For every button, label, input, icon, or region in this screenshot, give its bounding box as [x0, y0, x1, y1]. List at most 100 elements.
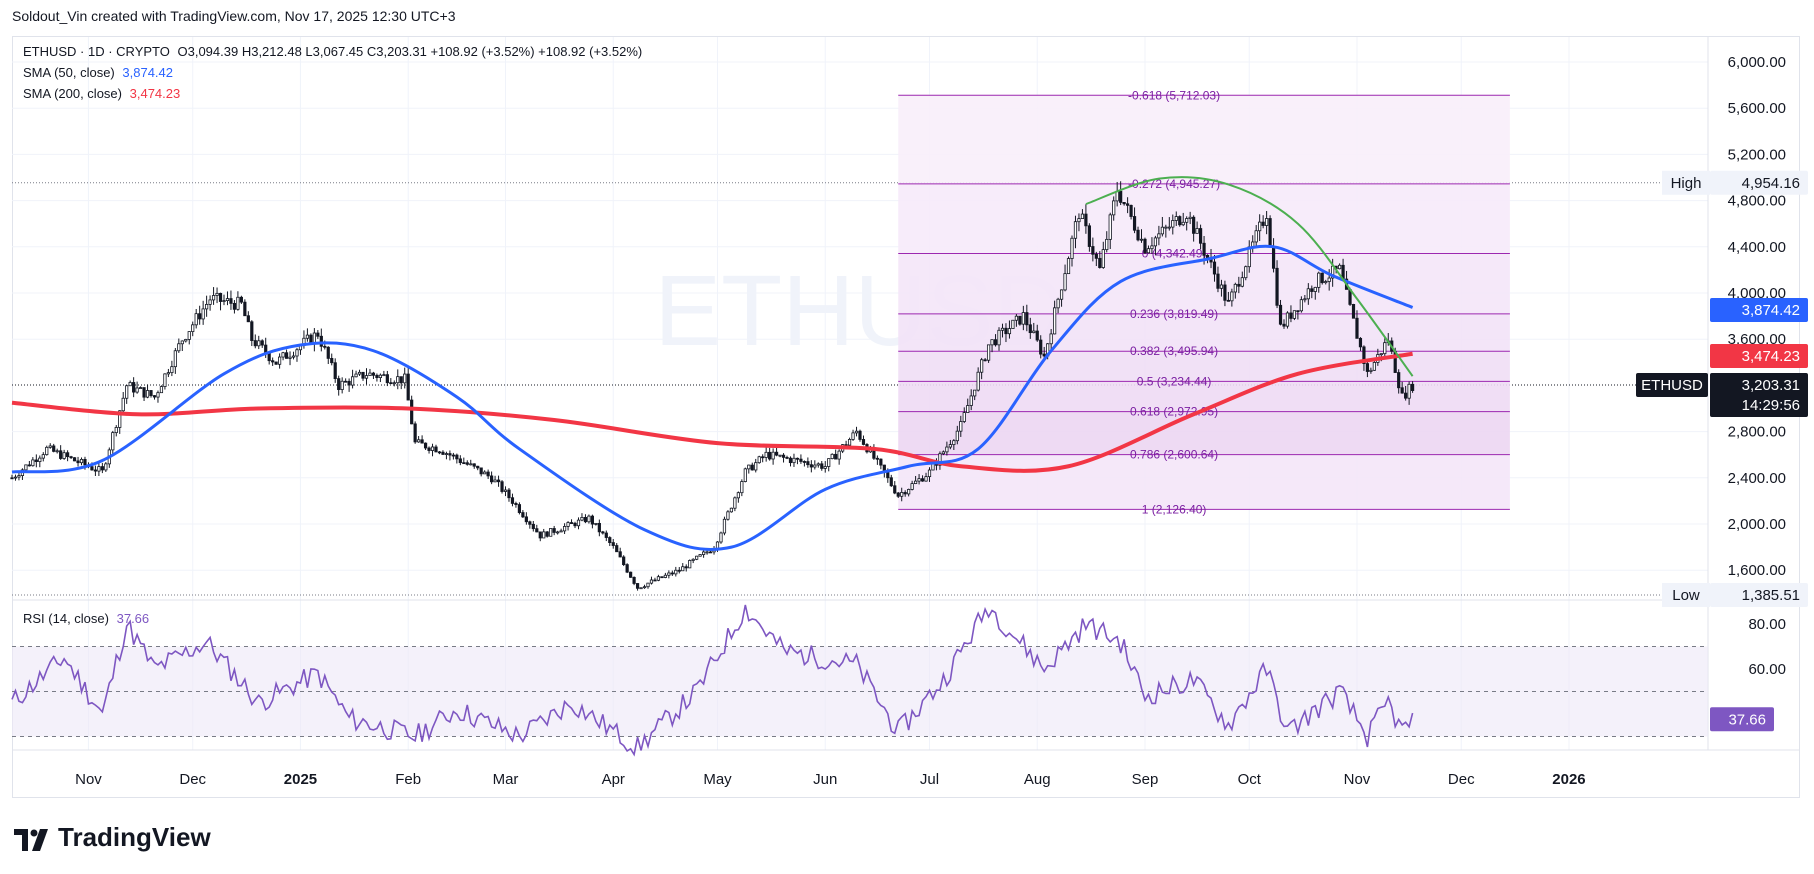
candle-body: [757, 456, 761, 464]
candle: [1185, 216, 1189, 231]
candle: [1105, 231, 1109, 253]
candle-body: [1153, 237, 1158, 247]
rsi-line: [11, 604, 1414, 757]
candle: [688, 559, 692, 569]
price-tick-label: 1,600.00: [1728, 562, 1786, 579]
candle-body: [597, 522, 601, 533]
candle-body: [319, 335, 323, 347]
candle: [736, 491, 740, 503]
tradingview-logo[interactable]: TradingView: [14, 822, 211, 853]
candle: [357, 369, 362, 376]
candle: [625, 563, 629, 574]
candle: [1268, 215, 1272, 248]
candle: [469, 459, 473, 466]
candle: [257, 335, 261, 350]
candle-body: [952, 440, 956, 446]
candle: [917, 474, 921, 485]
candle: [514, 501, 518, 508]
candle: [184, 338, 188, 343]
candle-body: [218, 292, 223, 302]
candle: [1313, 286, 1317, 300]
candle: [177, 338, 181, 353]
candle: [566, 521, 570, 531]
candle-body: [267, 353, 271, 362]
price-tick-label: 3,600.00: [1728, 331, 1786, 348]
fib-zone: [898, 411, 1510, 455]
candle: [1289, 305, 1293, 323]
candle-body: [816, 463, 820, 466]
candle-body: [469, 463, 473, 466]
candle-body: [215, 292, 219, 296]
candle: [660, 576, 664, 579]
candle-body: [184, 339, 188, 342]
candle: [691, 558, 695, 564]
candle-body: [601, 531, 605, 534]
candle-body: [1084, 213, 1088, 227]
candle-body: [521, 512, 525, 518]
legend-rsi-label: RSI (14, close): [23, 611, 109, 626]
legend-symbol[interactable]: ETHUSD · 1D · CRYPTO: [23, 44, 170, 59]
candle-body: [524, 516, 528, 523]
candle-body: [847, 439, 852, 446]
rsi-tick-label: 80.00: [1748, 616, 1786, 633]
candle: [722, 516, 727, 536]
candle-body: [1275, 267, 1279, 306]
candle: [635, 583, 640, 591]
candle: [809, 460, 813, 473]
candle: [1119, 181, 1123, 206]
candle: [396, 369, 400, 390]
candle: [834, 449, 838, 460]
candle-body: [973, 389, 977, 397]
candle: [59, 445, 63, 460]
fib-level-label: -0.618 (5,712.03): [1128, 88, 1220, 102]
candle-body: [639, 587, 643, 590]
candle: [1039, 335, 1043, 359]
candle: [927, 467, 932, 482]
legend-sma50[interactable]: SMA (50, close) 3,874.42: [23, 65, 173, 80]
candle-body: [920, 478, 925, 482]
candle: [695, 555, 699, 561]
candle-body: [132, 382, 136, 393]
candle: [389, 378, 393, 385]
candle: [1063, 264, 1067, 292]
candle: [576, 517, 581, 530]
fib-level-label: 0.786 (2,600.64): [1130, 448, 1218, 462]
candle: [371, 371, 376, 379]
candle-body: [1258, 221, 1262, 232]
candle-body: [809, 464, 813, 468]
candle-body: [962, 412, 966, 422]
candle-body: [545, 531, 549, 537]
candle: [1261, 215, 1265, 229]
candle-body: [889, 477, 893, 487]
candle: [1365, 360, 1370, 378]
candle-body: [413, 423, 417, 443]
fib-level-label: 0.236 (3,819.49): [1130, 307, 1218, 321]
candle: [639, 587, 643, 590]
candle: [354, 370, 358, 378]
candle-body: [125, 385, 129, 399]
candle: [27, 460, 31, 467]
legend-rsi[interactable]: RSI (14, close) 37.66: [23, 611, 149, 626]
candle: [201, 300, 205, 325]
candle-body: [1195, 228, 1199, 234]
legend-sma200[interactable]: SMA (200, close) 3,474.23: [23, 86, 180, 101]
candle-body: [1132, 216, 1137, 231]
candle-body: [587, 515, 591, 523]
candle: [590, 514, 594, 529]
candle: [545, 531, 549, 538]
candle: [837, 449, 841, 465]
candle: [1073, 215, 1078, 249]
candle-body: [653, 579, 657, 582]
candle-body: [559, 530, 563, 533]
candle-body: [1317, 272, 1321, 288]
candle-body: [1070, 237, 1074, 259]
candle: [569, 519, 574, 524]
candle: [1212, 254, 1217, 282]
candle: [785, 455, 789, 460]
candle: [542, 528, 546, 539]
candle-body: [535, 528, 539, 533]
candle: [583, 514, 588, 524]
candle: [239, 295, 243, 304]
candle: [222, 294, 226, 306]
